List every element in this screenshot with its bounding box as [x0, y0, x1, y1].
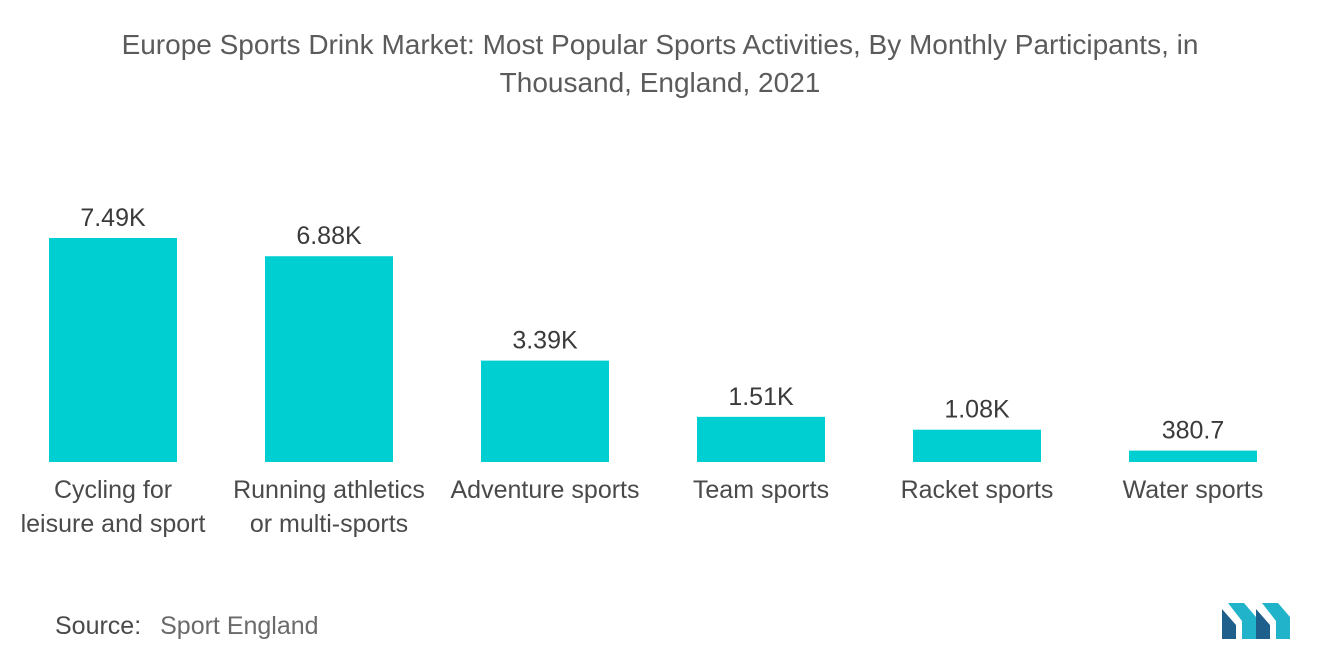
bar-value-label: 1.51K: [728, 383, 794, 411]
source-value: Sport England: [160, 612, 319, 640]
mordor-intelligence-logo-icon: [1222, 603, 1290, 639]
category-label: Adventure sports: [451, 476, 640, 504]
bar: [1129, 450, 1257, 462]
category-label: Team sports: [693, 476, 829, 504]
category-label-line: Running athletics: [233, 476, 425, 504]
logo-shape-mid-right: [1256, 609, 1270, 639]
category-label: Cycling for leisure and sport: [21, 476, 206, 538]
bar: [49, 238, 177, 462]
category-label: Water sports: [1123, 476, 1264, 504]
bar-chart: 7.49K Cycling for leisure and sport 6.88K Ru…: [21, 204, 1264, 538]
bar-value-label: 3.39K: [512, 327, 578, 355]
chart-title-line-1: Europe Sports Drink Market: Most Popular…: [121, 29, 1199, 60]
logo-shape-right: [1262, 603, 1290, 639]
chart-title-line-2: Thousand, England, 2021: [499, 67, 821, 98]
bar-value-label: 380.7: [1162, 417, 1225, 445]
source-note: Source: Sport England: [55, 612, 319, 641]
logo-shape-left: [1222, 609, 1236, 639]
bar: [913, 429, 1041, 462]
logo-shape-mid-left: [1228, 603, 1256, 639]
category-label-line: Cycling for: [54, 476, 172, 504]
category-label: Running athletics or multi-sports: [233, 476, 425, 538]
chart-title: Europe Sports Drink Market: Most Popular…: [40, 26, 1280, 102]
bar-value-label: 6.88K: [296, 222, 362, 250]
source-label: Source:: [55, 612, 142, 640]
bar-value-label: 7.49K: [80, 204, 146, 232]
bar: [481, 360, 609, 462]
category-label-line: Racket sports: [901, 476, 1054, 504]
bar-value-label: 1.08K: [944, 396, 1010, 424]
bar: [265, 256, 393, 462]
category-label-line: or multi-sports: [250, 510, 408, 538]
category-label-line: leisure and sport: [21, 510, 206, 538]
category-label-line: Team sports: [693, 476, 829, 504]
category-label-line: Water sports: [1123, 476, 1264, 504]
bar: [697, 416, 825, 462]
category-label-line: Adventure sports: [451, 476, 640, 504]
category-label: Racket sports: [901, 476, 1054, 504]
